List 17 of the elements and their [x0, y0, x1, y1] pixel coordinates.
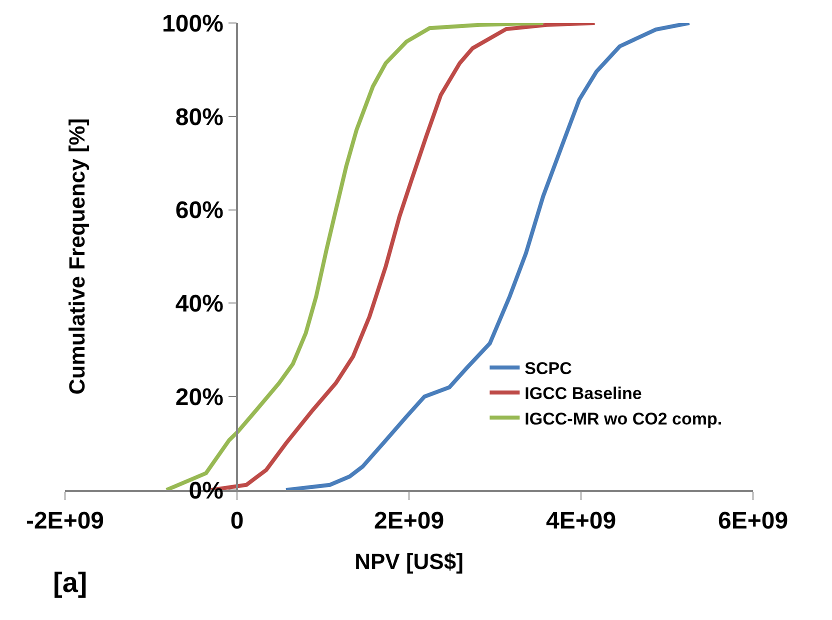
x-tick-label: -2E+09 [26, 508, 104, 535]
y-tick-label: 60% [175, 197, 224, 224]
legend-label: SCPC [524, 359, 572, 378]
y-tick-label: 20% [175, 384, 224, 411]
y-axis-title: Cumulative Frequency [%] [64, 118, 90, 395]
x-tick-label: 6E+09 [718, 508, 788, 535]
y-tick-label: 0% [188, 477, 224, 504]
y-tick-label: 100% [162, 10, 224, 38]
y-tick-label: 80% [175, 104, 224, 131]
legend-label: IGCC Baseline [524, 384, 642, 404]
x-tick-label: 0 [230, 508, 244, 535]
x-axis-title: NPV [US$] [354, 548, 464, 574]
text: [a] [53, 567, 88, 598]
x-tick-label: 4E+09 [546, 508, 616, 535]
legend-label: IGCC-MR wo CO2 comp. [524, 409, 722, 428]
y-tick-label: 40% [175, 290, 224, 318]
x-tick-label: 2E+09 [374, 508, 444, 535]
